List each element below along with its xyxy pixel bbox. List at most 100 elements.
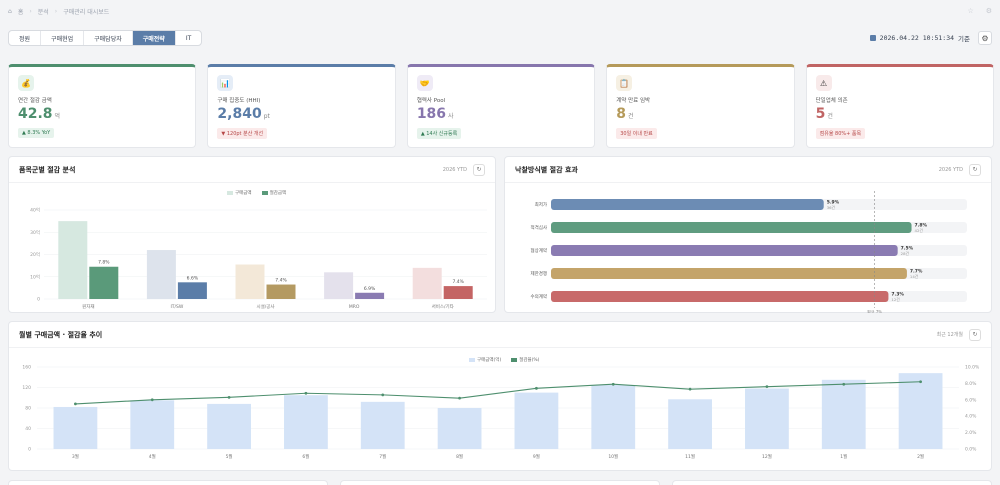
tab-2[interactable]: 구매담당자: [84, 31, 133, 45]
kpi-label: 계약 만료 임박: [616, 98, 651, 104]
legend-swatch: [469, 357, 475, 362]
bar-purchase: [324, 272, 354, 299]
line-point: [535, 386, 538, 390]
y2-tick-label: 6.0%: [965, 397, 977, 403]
data-label: 7.3%: [891, 292, 904, 298]
line-point: [304, 391, 308, 395]
kpi-badge: ▼ 120pt 분산 개선: [217, 128, 268, 139]
chart-legend: 구매금액(억) 절감율(%): [469, 357, 539, 363]
bar-value: [551, 268, 907, 279]
kpi-number: 2,840: [217, 106, 262, 122]
breadcrumb-home[interactable]: 홈: [17, 8, 24, 16]
warning-icon: ⚠: [815, 75, 832, 91]
legend-item[interactable]: 구매금액: [227, 190, 252, 196]
refresh-button[interactable]: ↻: [473, 163, 485, 176]
calendar-icon: [869, 35, 876, 41]
y-tick-label: 40: [25, 426, 31, 432]
panel-header: 낙찰방식별 절감 효과 2026 YTD ↻: [505, 157, 991, 183]
line-point: [150, 398, 154, 402]
chevron-right-icon: ›: [29, 7, 32, 15]
bar-purchase: [668, 399, 712, 449]
x-tick-label: 9월: [533, 453, 540, 460]
data-label: 7.8%: [98, 260, 110, 266]
x-tick-label: 10월: [608, 453, 618, 460]
legend-item[interactable]: 구매금액(억): [469, 357, 501, 363]
kpi-value: 2,840 pt: [217, 106, 385, 125]
refresh-button[interactable]: ↻: [969, 163, 981, 176]
y2-tick-label: 8.0%: [965, 381, 977, 387]
kpi-card[interactable]: 🤝 협력사 Pool 186 사 ▲ 14사 신규등록: [406, 64, 596, 148]
bar-purchase: [130, 400, 175, 449]
tab-3[interactable]: 구매전략: [132, 31, 176, 45]
category-savings-panel: 품목군별 절감 분석 2026 YTD ↻ 구매금액 절감금액 0 10억 20억 30…: [8, 156, 496, 313]
settings-icon[interactable]: ⚙: [985, 7, 992, 15]
kpi-label: 구매 집중도 (HHI): [217, 98, 261, 104]
refresh-button[interactable]: ↻: [969, 328, 981, 341]
tab-1[interactable]: 구매현업: [41, 31, 85, 45]
y2-tick-label: 4.0%: [965, 414, 977, 420]
x-tick-label: 8월: [456, 453, 463, 460]
settings-button[interactable]: ⚙: [978, 31, 992, 45]
data-sublabel: 36건: [827, 205, 836, 210]
x-tick-label: 서비스/기타: [432, 303, 455, 310]
kpi-card[interactable]: 📊 구매 집중도 (HHI) 2,840 pt ▼ 120pt 분산 개선: [207, 64, 396, 148]
kpi-unit: 건: [827, 113, 833, 120]
kpi-value: 186 사: [417, 106, 585, 125]
x-tick-label: IT/SW: [170, 304, 183, 310]
kpi-number: 8: [616, 106, 626, 122]
legend-item[interactable]: 절감율(%): [511, 357, 539, 363]
bar-chart-icon: 📊: [217, 75, 234, 91]
data-label: 6.6%: [187, 275, 199, 281]
panel-title: 품목군별 절감 분석: [19, 165, 76, 174]
kpi-badge: ▲ 8.3% YoY: [18, 128, 55, 138]
home-icon[interactable]: ⌂: [8, 7, 12, 15]
category-label: 협상계약: [530, 247, 547, 254]
kpi-label: 연간 절감 금액: [18, 98, 52, 104]
tab-4[interactable]: IT: [185, 34, 192, 42]
line-point: [688, 387, 692, 391]
kpi-unit: pt: [263, 113, 270, 120]
kpi-card[interactable]: 💰 연간 절감 금액 42.8 억 ▲ 8.3% YoY: [8, 64, 197, 148]
chart-legend: 구매금액 절감금액: [227, 190, 286, 196]
y-tick-label: 0: [28, 447, 31, 453]
x-tick-label: 6월: [302, 453, 309, 460]
bar-purchase: [437, 408, 482, 449]
kpi-unit: 건: [627, 113, 634, 120]
monthly-combo-chart: 0 40 80 120 160 0.0% 2.0% 4.0% 6.0% 8.0% 10.0% 3월 4월…: [22, 365, 980, 461]
legend-label: 절감금액: [269, 191, 287, 196]
y-tick-label: 120: [22, 385, 31, 391]
refresh-icon: ↻: [972, 166, 978, 173]
bar-savings: [355, 292, 385, 299]
x-tick-label: 2월: [917, 453, 924, 460]
kpi-badge: ▲ 14사 신규등록: [416, 128, 462, 139]
bar-purchase: [207, 403, 251, 449]
datetime-value: 2026.04.22 10:51:34: [879, 34, 955, 42]
data-label: 7.7%: [910, 269, 923, 275]
breadcrumb-section[interactable]: 분석: [37, 8, 49, 16]
tab-0[interactable]: 정원: [9, 31, 42, 45]
star-icon[interactable]: ☆: [967, 7, 974, 15]
average-label: 평균 7%: [867, 309, 882, 314]
gear-icon: ⚙: [981, 33, 989, 43]
tabs-row: 정원 구매현업 구매담당자 구매전략 IT 2026.04.22 10:51:3…: [8, 29, 992, 47]
panel-stub: [8, 480, 328, 485]
datetime-display: 2026.04.22 10:51:34 기준: [869, 33, 970, 43]
x-tick-label: 5월: [226, 453, 233, 460]
bar-purchase: [53, 406, 98, 449]
y-tick-label: 30억: [30, 229, 40, 236]
bar-value: [551, 199, 824, 210]
legend-item[interactable]: 절감금액: [261, 190, 287, 196]
data-label: 5.9%: [827, 200, 840, 206]
role-tabs: 정원 구매현업 구매담당자 구매전략 IT: [8, 30, 203, 46]
bar-purchase: [898, 373, 943, 449]
bar-purchase: [514, 392, 559, 449]
category-label: 최저가: [535, 201, 547, 208]
kpi-value: 42.8 억: [18, 106, 186, 125]
kpi-number: 42.8: [18, 106, 53, 122]
kpi-label: 협력사 Pool: [416, 98, 446, 104]
